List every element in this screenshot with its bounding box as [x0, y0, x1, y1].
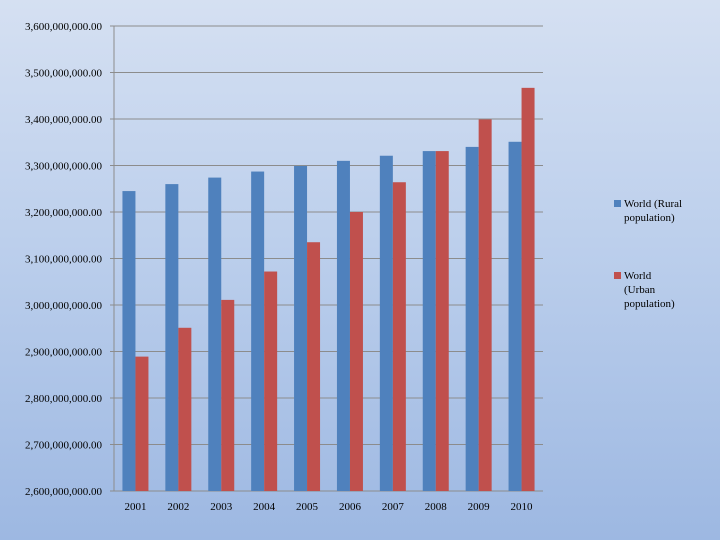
x-tick-label: 2010 — [511, 501, 534, 513]
x-tick-label: 2008 — [425, 501, 448, 513]
x-tick-label: 2001 — [124, 501, 146, 513]
bar-urban — [221, 299, 235, 491]
y-tick-label: 3,400,000,000.00 — [25, 114, 103, 126]
bar-rural — [336, 160, 350, 491]
bar-rural — [379, 155, 393, 492]
legend-label-rural-line2: population) — [624, 212, 675, 224]
y-tick-label: 3,200,000,000.00 — [25, 207, 103, 219]
legend-item-rural: World (Rural population) — [614, 197, 714, 225]
bar-rural — [508, 141, 522, 491]
bar-rural — [122, 191, 136, 491]
y-tick-label: 3,500,000,000.00 — [25, 68, 103, 80]
bar-urban — [135, 356, 149, 491]
bar-urban — [478, 119, 492, 491]
legend-label-urban-line2: (Urban — [624, 284, 656, 296]
bar-rural — [251, 171, 265, 492]
x-tick-label: 2003 — [210, 501, 233, 513]
legend-label-urban-line3: population) — [624, 298, 675, 310]
y-tick-label: 3,000,000,000.00 — [25, 300, 103, 312]
y-tick-label: 2,600,000,000.00 — [25, 486, 103, 498]
y-tick-label: 3,100,000,000.00 — [25, 254, 103, 266]
legend-label-rural-line1: World (Rural — [624, 198, 683, 210]
x-tick-label: 2007 — [382, 501, 405, 513]
x-tick-label: 2002 — [167, 501, 189, 513]
y-tick-label: 2,800,000,000.00 — [25, 393, 103, 405]
x-tick-label: 2009 — [468, 501, 491, 513]
y-tick-label: 3,300,000,000.00 — [25, 161, 103, 173]
y-tick-label: 3,600,000,000.00 — [25, 21, 103, 33]
bar-urban — [392, 182, 406, 492]
chart-legend: World (Rural population) World (Urban po… — [614, 197, 714, 311]
bar-urban — [349, 212, 363, 491]
bar-urban — [435, 151, 449, 491]
x-tick-label: 2004 — [253, 501, 276, 513]
bar-urban — [307, 242, 321, 491]
bar-rural — [294, 165, 308, 491]
x-tick-label: 2005 — [296, 501, 319, 513]
legend-swatch-rural — [614, 200, 621, 207]
bar-urban — [264, 271, 278, 491]
legend-label-urban-line1: World — [624, 270, 652, 282]
bar-rural — [422, 151, 436, 491]
legend-swatch-urban — [614, 272, 621, 279]
y-tick-label: 2,900,000,000.00 — [25, 347, 103, 359]
legend-item-urban: World (Urban population) — [614, 269, 714, 311]
bar-urban — [521, 87, 535, 491]
x-tick-label: 2006 — [339, 501, 362, 513]
bar-rural — [208, 177, 222, 491]
bar-rural — [465, 146, 479, 491]
y-tick-label: 2,700,000,000.00 — [25, 440, 103, 452]
bar-rural — [165, 184, 179, 491]
bar-urban — [178, 327, 192, 491]
